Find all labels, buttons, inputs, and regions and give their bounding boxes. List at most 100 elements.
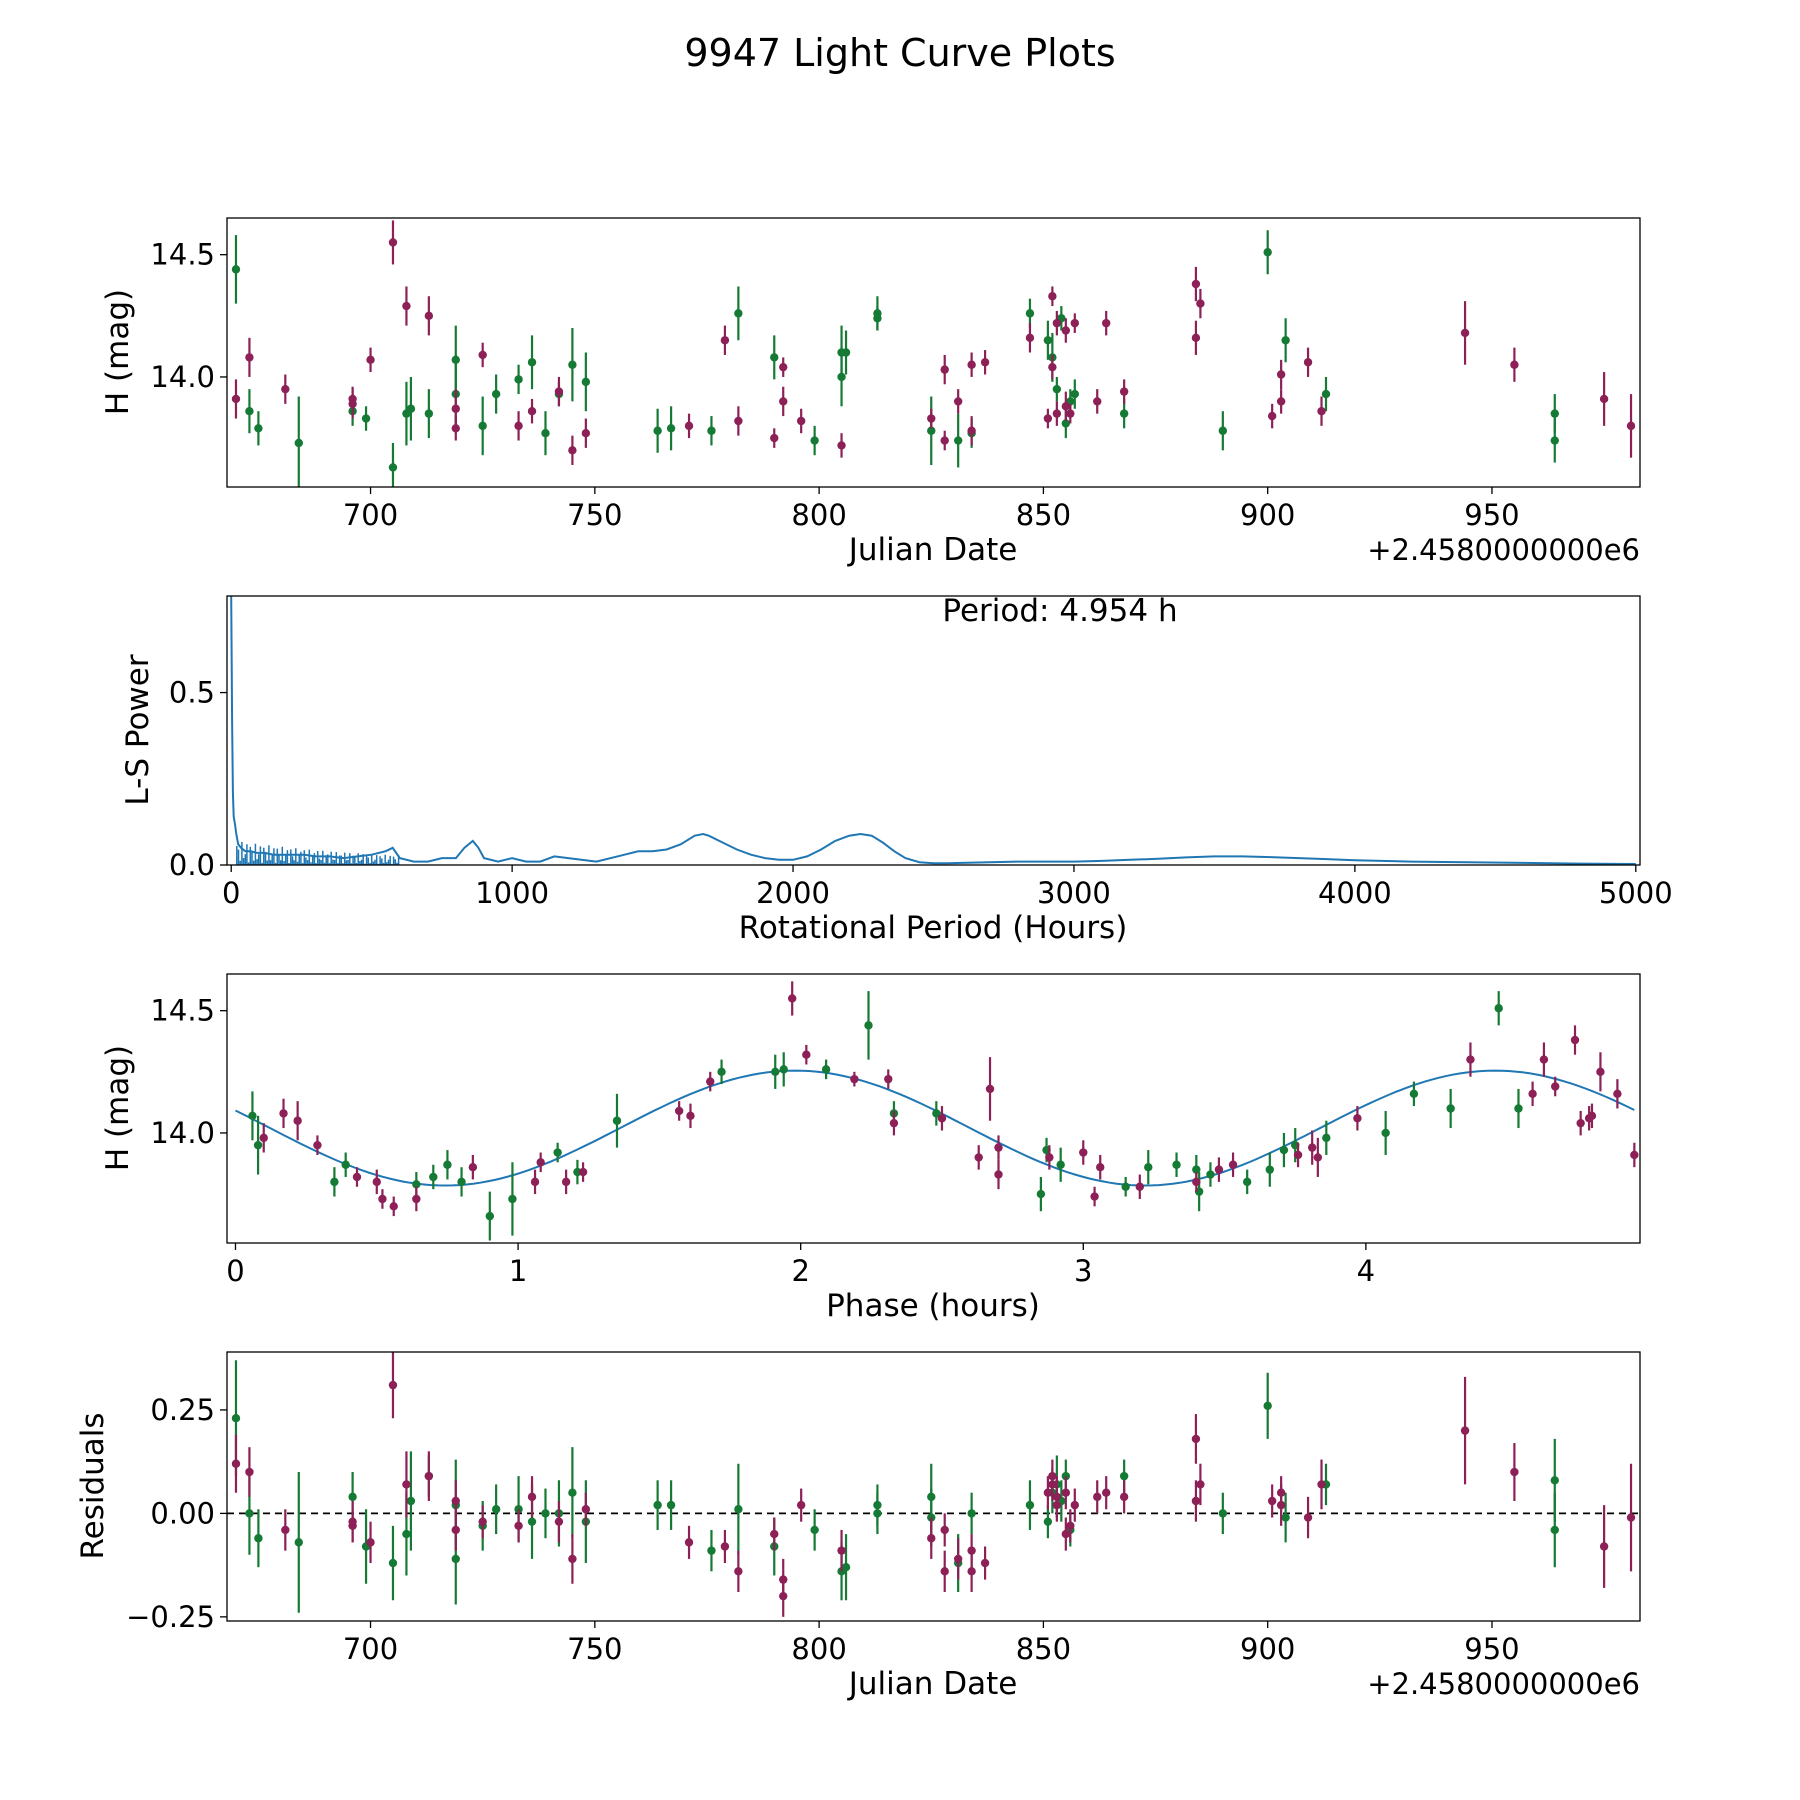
data-point — [1313, 1153, 1323, 1162]
data-point — [313, 1140, 322, 1150]
data-point — [927, 426, 936, 435]
data-point — [1061, 1529, 1071, 1539]
data-point — [581, 429, 591, 438]
data-point — [1119, 409, 1129, 418]
data-point — [1353, 1114, 1362, 1123]
magenta-series — [231, 1352, 1636, 1617]
data-point — [412, 1180, 421, 1189]
data-point — [1102, 318, 1111, 328]
data-point — [1630, 1150, 1639, 1160]
residuals-ticks: 700 750 800 850 900 950 0.25 0.00 −0.25 — [126, 1393, 1520, 1666]
green-series — [231, 1360, 1559, 1613]
data-point — [1045, 1153, 1054, 1162]
data-point — [779, 397, 788, 406]
data-point — [1036, 1189, 1046, 1199]
data-point — [388, 238, 398, 247]
phased-light-curve-xlabel: Phase (hours) — [826, 1288, 1040, 1324]
data-point — [937, 1114, 947, 1123]
data-point — [514, 1521, 523, 1531]
data-point — [788, 994, 797, 1003]
data-point — [451, 1554, 460, 1564]
data-point — [821, 1065, 831, 1074]
data-point — [967, 1567, 976, 1576]
data-point — [1317, 406, 1326, 416]
data-point — [770, 1529, 779, 1539]
raw-light-curve-ylabel: H (mag) — [100, 289, 136, 415]
data-point — [478, 350, 487, 360]
data-point — [1494, 1004, 1503, 1013]
data-point — [1276, 1500, 1286, 1510]
data-point — [734, 1567, 743, 1576]
data-point — [406, 404, 416, 413]
data-point — [443, 1160, 452, 1169]
data-point — [527, 406, 537, 416]
data-point — [720, 1542, 730, 1551]
data-point — [770, 433, 779, 443]
raw-light-curve-ticks: 700 750 800 850 900 950 14.0 14.5 — [150, 238, 1519, 532]
data-point — [541, 1509, 550, 1518]
data-point — [1061, 402, 1071, 411]
y-tick-label: 14.5 — [150, 238, 215, 272]
data-point — [1265, 1165, 1274, 1174]
x-tick-label: 1000 — [475, 876, 549, 910]
data-point — [254, 1534, 263, 1543]
data-point — [429, 1172, 438, 1182]
data-point — [1626, 1513, 1636, 1522]
data-point — [1570, 1035, 1580, 1045]
data-point — [372, 1177, 381, 1187]
data-point — [779, 1591, 788, 1601]
data-point — [940, 436, 949, 445]
phased-light-curve-panel: 0 1 2 3 4 14.0 14.5 Phase (hours) H (mag) — [100, 973, 1641, 1324]
data-point — [873, 1509, 882, 1518]
data-point — [1214, 1165, 1224, 1174]
phased-light-curve-points — [235, 981, 1639, 1241]
data-point — [231, 1414, 241, 1423]
data-point — [770, 353, 779, 362]
data-point — [491, 1505, 501, 1514]
data-point — [1061, 326, 1071, 335]
data-point — [1052, 318, 1062, 328]
periodogram-panel: 0 1000 2000 3000 4000 5000 0.0 0.5 Period: 4.95… — [120, 593, 1673, 946]
residuals-xlabel: Julian Date — [847, 1666, 1018, 1702]
raw-light-curve-axes-frame — [226, 217, 1641, 488]
data-point — [1093, 1492, 1102, 1502]
magenta-series — [231, 220, 1636, 465]
data-point — [1599, 394, 1609, 404]
data-point — [1263, 248, 1272, 257]
raw-light-curve-xlabel: Julian Date — [847, 532, 1018, 568]
data-point — [527, 1517, 537, 1526]
data-point — [231, 1459, 241, 1468]
x-tick-label: 800 — [791, 1632, 846, 1666]
data-point — [980, 358, 990, 367]
data-point — [1293, 1150, 1303, 1160]
periodogram-curve — [230, 596, 1636, 865]
data-point — [568, 1488, 577, 1497]
data-point — [1056, 1160, 1065, 1169]
phased-light-curve-axes-frame — [226, 973, 1641, 1244]
data-point — [1144, 1162, 1153, 1172]
data-point — [1218, 426, 1228, 435]
data-point — [967, 426, 976, 435]
data-point — [1192, 1177, 1201, 1187]
data-point — [980, 1558, 990, 1568]
data-point — [1066, 409, 1075, 418]
data-point — [1070, 1500, 1080, 1510]
data-point — [1626, 421, 1636, 431]
data-point — [1322, 1133, 1331, 1143]
data-point — [1317, 1480, 1326, 1489]
data-point — [581, 377, 591, 387]
x-tick-label: 900 — [1240, 1632, 1295, 1666]
data-point — [478, 421, 487, 431]
data-point — [402, 1529, 411, 1539]
data-point — [1596, 1067, 1605, 1077]
data-point — [771, 1067, 780, 1077]
periodogram-ylabel: L-S Power — [120, 654, 156, 805]
data-point — [248, 1111, 257, 1121]
data-point — [720, 336, 730, 345]
data-point — [424, 409, 434, 418]
data-point — [1066, 1521, 1075, 1531]
data-point — [348, 1517, 357, 1526]
data-point — [485, 1211, 495, 1221]
x-tick-label: 850 — [1016, 1632, 1071, 1666]
data-point — [1303, 1513, 1313, 1522]
